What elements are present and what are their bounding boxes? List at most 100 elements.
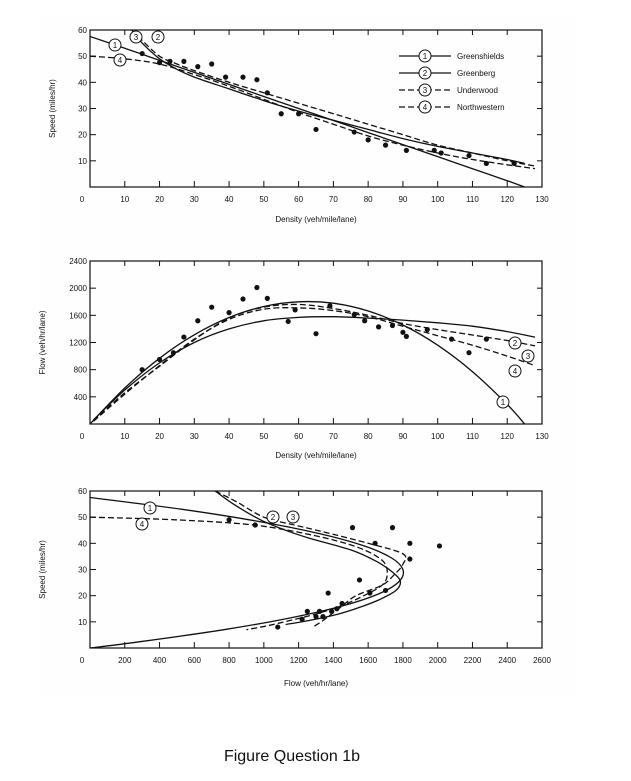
x-tick-label: 30 <box>190 195 199 204</box>
x-tick-label: 0 <box>80 656 85 665</box>
y-tick-label: 60 <box>78 487 87 496</box>
data-point <box>407 556 413 562</box>
x-tick-label: 1000 <box>255 656 273 665</box>
x-tick-label: 200 <box>118 656 132 665</box>
curve-marker-2 <box>266 510 280 524</box>
data-point <box>424 326 430 333</box>
x-tick-label: 0 <box>80 432 85 441</box>
curve-marker-label: 2 <box>156 33 161 42</box>
x-tick-label: 400 <box>153 656 167 665</box>
y-tick-label: 20 <box>78 592 87 601</box>
curve-marker-2 <box>151 30 165 44</box>
legend-label-northwestern: Northwestern <box>457 103 505 112</box>
legend-marker-label: 4 <box>423 103 428 112</box>
x-tick-label: 130 <box>535 432 549 441</box>
x-tick-label: 80 <box>364 195 373 204</box>
data-point <box>223 74 229 80</box>
x-tick-label: 600 <box>188 656 202 665</box>
y-tick-label: 30 <box>78 105 87 114</box>
curve-marker-3 <box>286 510 300 524</box>
series-line-greenberg <box>214 491 402 626</box>
curve-marker-2 <box>508 336 522 350</box>
data-point <box>181 58 187 64</box>
x-tick-label: 120 <box>501 432 515 441</box>
legend-marker-label: 1 <box>423 52 428 61</box>
x-tick-label: 90 <box>398 195 407 204</box>
chart-speed-density: 0 10 20 30 40 50 60 70 80 90 100 110 120 130 10 20 30 40 5… <box>48 26 549 224</box>
x-tick-label: 90 <box>398 432 407 441</box>
series-line-northwestern <box>90 55 536 170</box>
data-point <box>139 50 145 57</box>
figure-caption: Figure Question 1b <box>223 748 361 765</box>
data-point <box>313 126 319 133</box>
y-tick-label: 1200 <box>69 339 87 348</box>
x-tick-label: 2600 <box>533 656 551 665</box>
legend-label-underwood: Underwood <box>457 86 498 95</box>
data-point <box>320 614 326 620</box>
legend: 1 Greenshields 2 Greenberg 3 Underwood 4 Northw… <box>399 49 505 114</box>
data-point <box>431 147 437 153</box>
data-point <box>382 587 389 594</box>
curve-marker-label: 3 <box>526 352 531 361</box>
legend-label-greenshields: Greenshields <box>457 52 504 61</box>
y-axis-label: Speed (miles/hr) <box>38 540 47 599</box>
data-point <box>195 318 201 324</box>
data-point <box>299 616 305 622</box>
data-point <box>292 307 298 313</box>
data-point <box>329 608 335 614</box>
data-point <box>483 160 489 167</box>
curve-marker-label: 3 <box>291 513 296 522</box>
x-tick-label: 110 <box>466 432 479 441</box>
curve-marker-label: 1 <box>501 398 506 407</box>
data-point <box>316 608 323 614</box>
curve-marker-label: 4 <box>118 56 123 65</box>
data-point <box>209 304 215 310</box>
x-tick-label: 110 <box>466 195 479 204</box>
data-point <box>365 137 371 143</box>
y-tick-label: 800 <box>74 366 88 375</box>
x-tick-label: 80 <box>364 432 373 441</box>
data-point <box>254 284 260 291</box>
x-tick-label: 50 <box>259 432 268 441</box>
x-tick-label: 1800 <box>394 656 412 665</box>
y-tick-label: 400 <box>74 393 88 402</box>
curve-marker-label: 4 <box>513 367 518 376</box>
data-point <box>400 329 406 335</box>
data-point <box>372 540 378 546</box>
x-tick-label: 800 <box>222 656 236 665</box>
data-point <box>466 153 472 159</box>
data-point <box>511 160 517 167</box>
y-tick-label: 40 <box>78 78 87 87</box>
legend-label-greenberg: Greenberg <box>457 69 495 78</box>
curve-marker-4 <box>113 53 127 67</box>
curve-marker-label: 1 <box>148 504 153 513</box>
y-tick-label: 2000 <box>69 284 87 293</box>
data-point <box>351 129 357 135</box>
y-axis-label: Flow (veh/hr/lane) <box>38 310 47 374</box>
curve-marker-4 <box>135 517 149 531</box>
data-point <box>304 608 310 614</box>
curves <box>90 300 536 424</box>
data-point <box>438 150 444 156</box>
data-point <box>226 310 232 316</box>
chart-speed-flow: 0 200 400 600 800 1000 1200 1400 1600 1800 2000 220… <box>38 487 551 688</box>
x-tick-label: 2400 <box>498 656 516 665</box>
data-point <box>436 543 443 549</box>
x-tick-label: 100 <box>431 195 445 204</box>
data-point <box>240 74 246 80</box>
x-tick-label: 70 <box>329 195 338 204</box>
x-tick-label: 0 <box>80 195 85 204</box>
legend-marker <box>418 49 432 63</box>
x-tick-label: 1400 <box>324 656 342 665</box>
chart-flow-density: 0 10 20 30 40 50 60 70 80 90 100 110 120 130400800120… <box>38 257 549 460</box>
data-point <box>296 111 302 117</box>
y-tick-label: 20 <box>78 131 87 140</box>
data-point <box>375 324 382 330</box>
curve-marker-3 <box>521 349 535 363</box>
curve-marker-label: 3 <box>134 33 139 42</box>
y-tick-label: 10 <box>78 157 87 166</box>
curve-marker-label: 1 <box>113 41 118 50</box>
x-tick-label: 70 <box>329 432 338 441</box>
data-point <box>285 318 291 325</box>
data-point <box>325 590 331 596</box>
